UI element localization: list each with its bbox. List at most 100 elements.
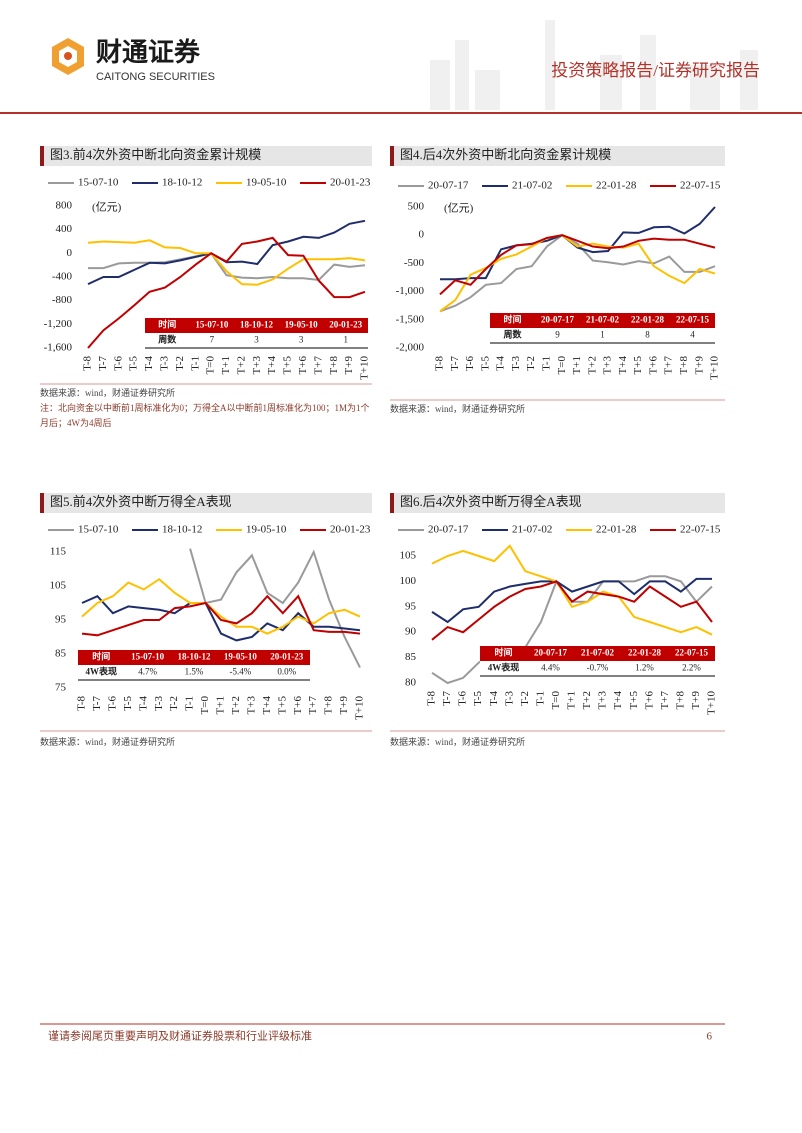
y-tick-label: -1,200 xyxy=(44,318,73,330)
x-tick-label: T+1 xyxy=(566,691,578,709)
x-tick-label: T+6 xyxy=(297,356,309,375)
x-tick-label: T+6 xyxy=(643,691,655,710)
chart-title: 图4.后4次外资中断北向资金累计规模 xyxy=(400,147,611,162)
table-cell: 周数 xyxy=(503,329,522,340)
chart-title: 图3.前4次外资中断北向资金累计规模 xyxy=(50,147,261,162)
x-tick-label: T-8 xyxy=(76,696,88,711)
series-line xyxy=(439,234,716,296)
x-tick-label: T-8 xyxy=(434,356,446,371)
x-tick-label: T-3 xyxy=(153,696,165,711)
x-tick-label: T+3 xyxy=(597,691,609,710)
y-tick-label: -800 xyxy=(52,294,73,306)
y-tick-label: 105 xyxy=(400,550,417,562)
title-accent xyxy=(40,146,44,166)
table-header-cell: 19-05-10 xyxy=(285,320,318,330)
note: 注：北向资金以中断前1周标准化为0；万得全A以中断前1周标准化为100；1M为1… xyxy=(40,403,370,428)
title-accent xyxy=(40,493,44,513)
x-tick-label: T-2 xyxy=(168,696,180,711)
table-row-bg xyxy=(480,661,715,676)
x-tick-label: T+5 xyxy=(628,691,640,710)
y-tick-label: 100 xyxy=(400,575,417,587)
table-header-cell: 22-01-28 xyxy=(631,315,664,325)
title-accent xyxy=(390,493,394,513)
x-tick-label: T-8 xyxy=(426,691,438,706)
x-tick-label: T+9 xyxy=(343,356,355,375)
table-header-cell: 时间 xyxy=(92,651,110,662)
series-line xyxy=(440,206,716,281)
series-line xyxy=(81,594,361,637)
x-tick-label: T+2 xyxy=(230,696,242,714)
x-tick-label: T+2 xyxy=(586,356,598,374)
x-tick-label: T-4 xyxy=(495,356,507,371)
series-line xyxy=(439,234,716,313)
legend-label: 18-10-12 xyxy=(162,524,202,536)
y-tick-label: -2,000 xyxy=(396,342,425,354)
table-row-bg xyxy=(145,333,368,348)
x-tick-label: T+10 xyxy=(354,696,366,720)
source: 数据来源：wind，财通证券研究所 xyxy=(40,388,176,398)
y-tick-label: 75 xyxy=(55,682,67,694)
source: 数据来源：wind，财通证券研究所 xyxy=(40,737,176,747)
x-tick-label: T+7 xyxy=(663,356,675,375)
x-tick-label: T-2 xyxy=(174,356,186,371)
x-tick-label: T+9 xyxy=(338,696,350,715)
header-skyline xyxy=(430,20,758,110)
y-tick-label: 80 xyxy=(405,677,417,689)
x-tick-label: T-3 xyxy=(510,356,522,371)
y-tick-label: 500 xyxy=(408,201,425,213)
y-tick-label: 95 xyxy=(405,600,417,612)
table-cell: 3 xyxy=(299,335,304,345)
title-accent xyxy=(390,146,394,166)
table-cell: 7 xyxy=(210,335,215,345)
series-line xyxy=(87,239,366,286)
x-tick-label: T-7 xyxy=(97,356,109,371)
table-header-cell: 18-10-12 xyxy=(240,320,273,330)
legend-label: 15-07-10 xyxy=(78,524,119,536)
y-tick-label: -1,500 xyxy=(396,313,425,325)
x-tick-label: T-7 xyxy=(449,356,461,371)
x-tick-label: T-2 xyxy=(519,691,531,706)
legend-label: 21-07-02 xyxy=(512,524,552,536)
x-tick-label: T+6 xyxy=(292,696,304,715)
chart-title: 图5.前4次外资中断万得全A表现 xyxy=(50,494,232,509)
x-tick-label: T+3 xyxy=(251,356,263,375)
title-bar xyxy=(390,493,725,513)
legend-label: 22-01-28 xyxy=(596,180,637,192)
series-line xyxy=(81,594,361,642)
table-cell: 3 xyxy=(254,335,259,345)
y-tick-label: -400 xyxy=(52,271,73,283)
x-tick-label: T+1 xyxy=(571,356,583,374)
x-tick-label: T-5 xyxy=(122,696,134,711)
x-tick-label: T+4 xyxy=(266,356,278,375)
y-tick-label: 0 xyxy=(419,229,425,241)
x-tick-label: T+1 xyxy=(220,356,232,374)
table-cell: 1 xyxy=(600,330,605,340)
x-tick-label: T-6 xyxy=(106,696,118,711)
table-header-cell: 22-07-15 xyxy=(675,648,708,658)
legend-label: 19-05-10 xyxy=(246,177,287,189)
logo xyxy=(52,38,84,75)
series-line xyxy=(189,548,361,669)
legend-label: 18-10-12 xyxy=(162,177,202,189)
table-cell: 4W表现 xyxy=(488,662,520,673)
x-tick-label: T+7 xyxy=(312,356,324,375)
x-tick-label: T+4 xyxy=(612,691,624,710)
x-tick-label: T-1 xyxy=(184,696,196,711)
x-tick-label: T-4 xyxy=(488,691,500,706)
title-bar xyxy=(390,146,725,166)
x-tick-label: T+2 xyxy=(235,356,247,374)
x-tick-label: T+8 xyxy=(323,696,335,715)
table-header-bg xyxy=(480,646,715,661)
chart-title: 图6.后4次外资中断万得全A表现 xyxy=(400,494,582,509)
x-tick-label: T-4 xyxy=(143,356,155,371)
legend-label: 22-01-28 xyxy=(596,524,637,536)
table-cell: -0.7% xyxy=(587,663,609,673)
x-tick-label: T-5 xyxy=(472,691,484,706)
y-tick-label: 95 xyxy=(55,614,67,626)
company-name-en: CAITONG SECURITIES xyxy=(96,71,215,83)
x-tick-label: T-7 xyxy=(441,691,453,706)
x-tick-label: T-8 xyxy=(82,356,94,371)
series-line xyxy=(81,577,361,635)
table-cell: 8 xyxy=(645,330,650,340)
